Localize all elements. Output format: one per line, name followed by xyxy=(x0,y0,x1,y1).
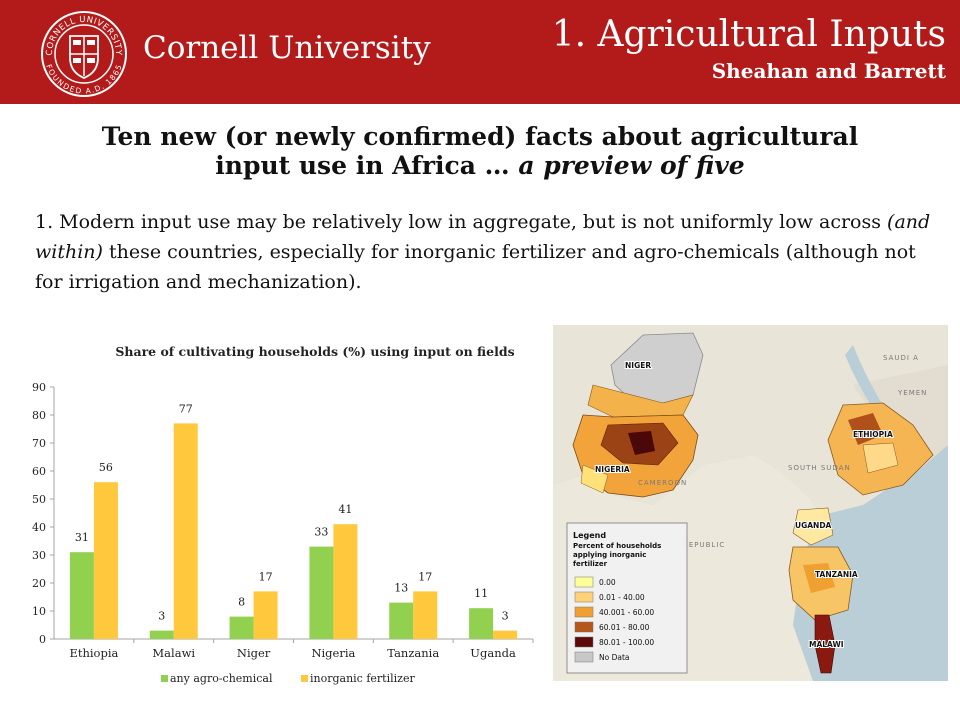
map-bg-label-cameroon: CAMEROON xyxy=(638,479,687,487)
university-name: Cornell University xyxy=(143,30,431,66)
map-region-ethiopia-north xyxy=(848,413,883,445)
headline-line-2-plain: input use in Africa … xyxy=(215,151,519,180)
legend-item-label: 60.01 - 80.00 xyxy=(599,623,650,632)
data-label: 77 xyxy=(179,402,193,415)
x-tick-label: Nigeria xyxy=(311,646,355,660)
legend-color-swatch xyxy=(574,591,594,603)
legend-item-label: 80.01 - 100.00 xyxy=(599,638,654,647)
map-bg-label-saudi: SAUDI A xyxy=(883,354,919,362)
bar-uganda-inorganic-fertilizer xyxy=(493,630,518,639)
map-legend: Legend Percent of households applying in… xyxy=(566,522,688,674)
data-label: 17 xyxy=(418,570,432,583)
map-label-tanzania: TANZANIA xyxy=(815,570,858,579)
map-label-nigeria: NIGERIA xyxy=(595,465,630,474)
headline-line-2: input use in Africa … a preview of five xyxy=(20,151,940,180)
fact-text-italic: (and within) xyxy=(35,211,931,263)
legend-title-4: fertilizer xyxy=(573,560,608,568)
y-tick-label: 40 xyxy=(32,521,46,534)
africa-fertilizer-map: NIGER NIGERIA ETHIOPIA UGANDA TANZANIA M… xyxy=(553,325,948,681)
map-bg-label-yemen: YEMEN xyxy=(897,389,927,397)
map-label-malawi: MALAWI xyxy=(809,640,844,649)
legend-item-label: No Data xyxy=(599,653,630,662)
data-label: 31 xyxy=(75,531,89,544)
x-tick-label: Tanzania xyxy=(387,646,439,660)
legend-color-swatch xyxy=(574,606,594,618)
y-tick-label: 70 xyxy=(32,437,46,450)
slide-subtitle: Sheahan and Barrett xyxy=(711,59,946,83)
map-label-ethiopia: ETHIOPIA xyxy=(853,430,893,439)
data-label: 17 xyxy=(259,570,273,583)
map-label-uganda: UGANDA xyxy=(795,521,832,530)
x-tick-label: Malawi xyxy=(152,646,195,660)
legend-item-label: 0.00 xyxy=(599,578,616,587)
y-tick-label: 80 xyxy=(32,409,46,422)
data-label: 41 xyxy=(338,503,352,516)
bar-niger-inorganic-fertilizer xyxy=(253,591,278,639)
legend-swatch xyxy=(161,675,168,682)
legend-color-swatch xyxy=(574,636,594,648)
x-tick-label: Niger xyxy=(237,646,271,660)
legend-label: any agro-chemical xyxy=(170,672,273,685)
headline-line-1: Ten new (or newly confirmed) facts about… xyxy=(101,122,859,151)
bar-tanzania-agro-chemical xyxy=(389,602,414,639)
x-tick-label: Uganda xyxy=(470,646,516,660)
map-region-nigeria-core xyxy=(628,431,655,455)
y-tick-label: 90 xyxy=(32,381,46,394)
bar-malawi-agro-chemical xyxy=(149,630,174,639)
legend-color-swatch xyxy=(574,576,594,588)
legend-color-swatch xyxy=(574,621,594,633)
bar-nigeria-inorganic-fertilizer xyxy=(333,524,358,639)
legend-title-3: applying inorganic xyxy=(573,551,646,559)
bar-niger-agro-chemical xyxy=(229,616,254,639)
bar-nigeria-agro-chemical xyxy=(309,546,334,639)
y-tick-label: 20 xyxy=(32,577,46,590)
y-tick-label: 50 xyxy=(32,493,46,506)
data-label: 8 xyxy=(238,596,245,609)
legend-title-1: Legend xyxy=(573,531,606,540)
map-bg-label-south-sudan: SOUTH SUDAN xyxy=(788,464,851,472)
cornell-seal-icon: CORNELL UNIVERSITY FOUNDED A.D. 1865 xyxy=(41,11,127,97)
map-region-tanzania-central xyxy=(803,563,835,593)
bar-uganda-agro-chemical xyxy=(469,608,494,639)
map-region-malawi xyxy=(814,614,836,674)
x-tick-label: Ethiopia xyxy=(69,646,118,660)
data-label: 3 xyxy=(158,610,165,623)
legend-label: inorganic fertilizer xyxy=(310,672,415,685)
map-label-niger: NIGER xyxy=(625,361,651,370)
fact-text-part-1: 1. Modern input use may be relatively lo… xyxy=(35,211,888,233)
legend-color-swatch xyxy=(574,651,594,663)
y-tick-label: 60 xyxy=(32,465,46,478)
bar-chart: Share of cultivating households (%) usin… xyxy=(10,328,540,700)
headline: Ten new (or newly confirmed) facts about… xyxy=(20,122,940,180)
header-bar: CORNELL UNIVERSITY FOUNDED A.D. 1865 Cor… xyxy=(0,0,960,104)
map-region-ethiopia-south xyxy=(862,442,899,474)
data-label: 33 xyxy=(314,526,328,539)
headline-line-2-italic: a preview of five xyxy=(518,151,745,180)
legend-swatch xyxy=(301,675,308,682)
y-tick-label: 0 xyxy=(39,633,46,646)
legend-item-label: 0.01 - 40.00 xyxy=(599,593,645,602)
y-tick-label: 10 xyxy=(32,605,46,618)
data-label: 56 xyxy=(99,461,113,474)
slide-title: 1. Agricultural Inputs xyxy=(551,14,946,55)
data-label: 13 xyxy=(394,582,408,595)
bar-tanzania-inorganic-fertilizer xyxy=(413,591,438,639)
data-label: 11 xyxy=(474,587,488,600)
bar-malawi-inorganic-fertilizer xyxy=(173,423,198,639)
chart-canvas: 0 10 20 30 40 50 60 70 80 90 31 56 Ethiopia 3 77 Malawi… xyxy=(32,381,534,685)
map-bg-label-republic: REPUBLIC xyxy=(683,541,725,549)
bar-ethiopia-agro-chemical xyxy=(69,552,94,639)
fact-text-part-2: these countries, especially for inorgani… xyxy=(35,241,916,293)
legend-item-label: 40.001 - 60.00 xyxy=(599,608,654,617)
chart-title: Share of cultivating households (%) usin… xyxy=(115,344,515,359)
fact-paragraph: 1. Modern input use may be relatively lo… xyxy=(35,207,935,297)
map-region-uganda xyxy=(792,507,834,546)
map-region-nigeria-southwest xyxy=(580,464,609,494)
legend-title-2: Percent of households xyxy=(573,542,661,550)
bar-ethiopia-inorganic-fertilizer xyxy=(93,482,118,639)
data-label: 3 xyxy=(502,610,509,623)
y-tick-label: 30 xyxy=(32,549,46,562)
